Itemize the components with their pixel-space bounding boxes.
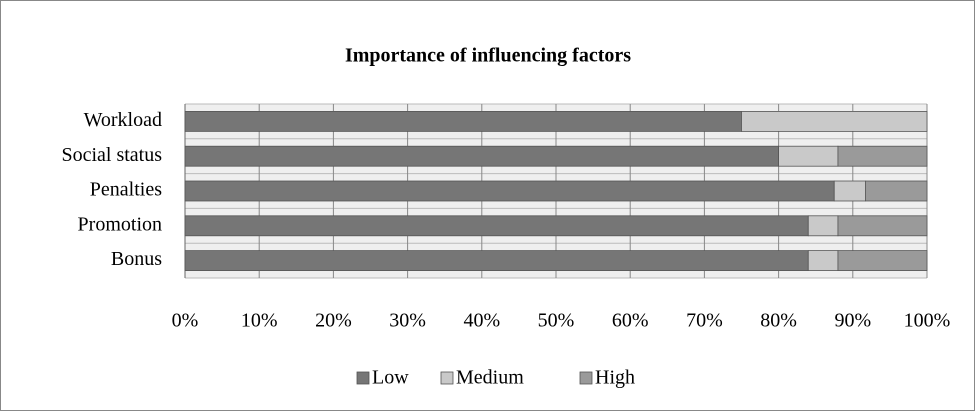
x-tick-label: 50% [538,310,575,332]
legend-label: High [595,367,635,389]
x-tick-label: 10% [241,310,278,332]
chart-title: Importance of influencing factors [345,45,631,67]
bar-segment [837,145,928,167]
legend-label: Medium [456,367,524,389]
x-tick-label: 100% [904,310,951,332]
y-tick-label: Bonus [111,248,162,270]
bar-segment [778,145,839,167]
bar-segment [184,215,809,237]
legend-label: Low [372,367,409,389]
bar-segment [833,180,866,202]
bar-segment [865,180,928,202]
bar-segment [741,111,928,132]
y-tick-label: Workload [84,109,162,131]
x-tick-label: 60% [612,310,649,332]
bar-segment [184,180,835,202]
bar-segment [807,250,839,272]
bar-segment [837,215,928,237]
x-tick-label: 80% [760,310,797,332]
x-tick-label: 40% [463,310,500,332]
legend-swatch [356,371,370,385]
bar-segment [184,145,779,167]
bar-segment [837,250,928,272]
x-tick-label: 70% [686,310,723,332]
y-tick-label: Social status [61,144,162,166]
legend-swatch [440,371,454,385]
y-tick-label: Promotion [78,213,162,235]
y-tick-label: Penalties [90,179,162,201]
x-tick-label: 20% [315,310,352,332]
x-tick-label: 0% [172,310,199,332]
bar-segment [184,250,809,272]
x-tick-label: 30% [389,310,426,332]
legend-swatch [579,371,593,385]
x-tick-label: 90% [834,310,871,332]
bar-segment [184,111,742,132]
bar-segment [807,215,839,237]
